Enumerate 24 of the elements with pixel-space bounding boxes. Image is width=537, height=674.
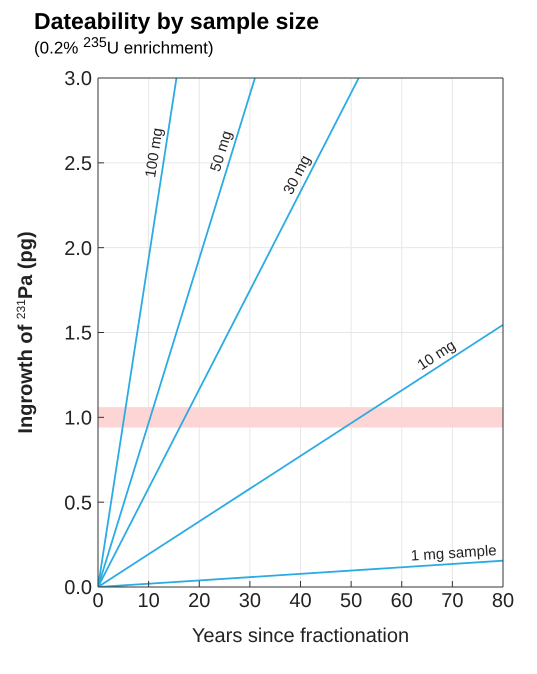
series-label: 1 mg sample [410, 542, 498, 564]
x-tick-label: 20 [188, 590, 210, 612]
chart-title: Dateability by sample size [34, 8, 320, 35]
x-tick-label: 70 [441, 590, 464, 612]
y-tick-label: 1.5 [64, 322, 92, 344]
x-tick-label: 40 [289, 590, 312, 612]
y-tick-label: 3.0 [64, 68, 92, 90]
x-tick-label: 30 [238, 590, 261, 612]
x-tick-label: 0 [92, 590, 104, 612]
y-tick-label: 2.5 [64, 152, 92, 175]
y-tick-label: 0.5 [64, 492, 92, 514]
chart-subtitle: (0.2% $^{235}$U enrichment) [34, 35, 215, 59]
x-tick-label: 50 [340, 590, 362, 612]
text: 50 mg [207, 128, 236, 174]
y-tick-label: 1.0 [64, 407, 92, 430]
x-axis-title: Years since fractionation [192, 624, 410, 647]
x-tick-label: 10 [138, 590, 160, 612]
y-tick-label: 2.0 [64, 237, 92, 260]
x-tick-label: 80 [492, 590, 514, 612]
text: 10 mg [414, 336, 459, 374]
text: 30 mg [280, 152, 314, 198]
text: 100 mg [142, 126, 167, 178]
x-tick-label: 60 [390, 590, 413, 612]
y-tick-label: 0.0 [64, 576, 92, 599]
